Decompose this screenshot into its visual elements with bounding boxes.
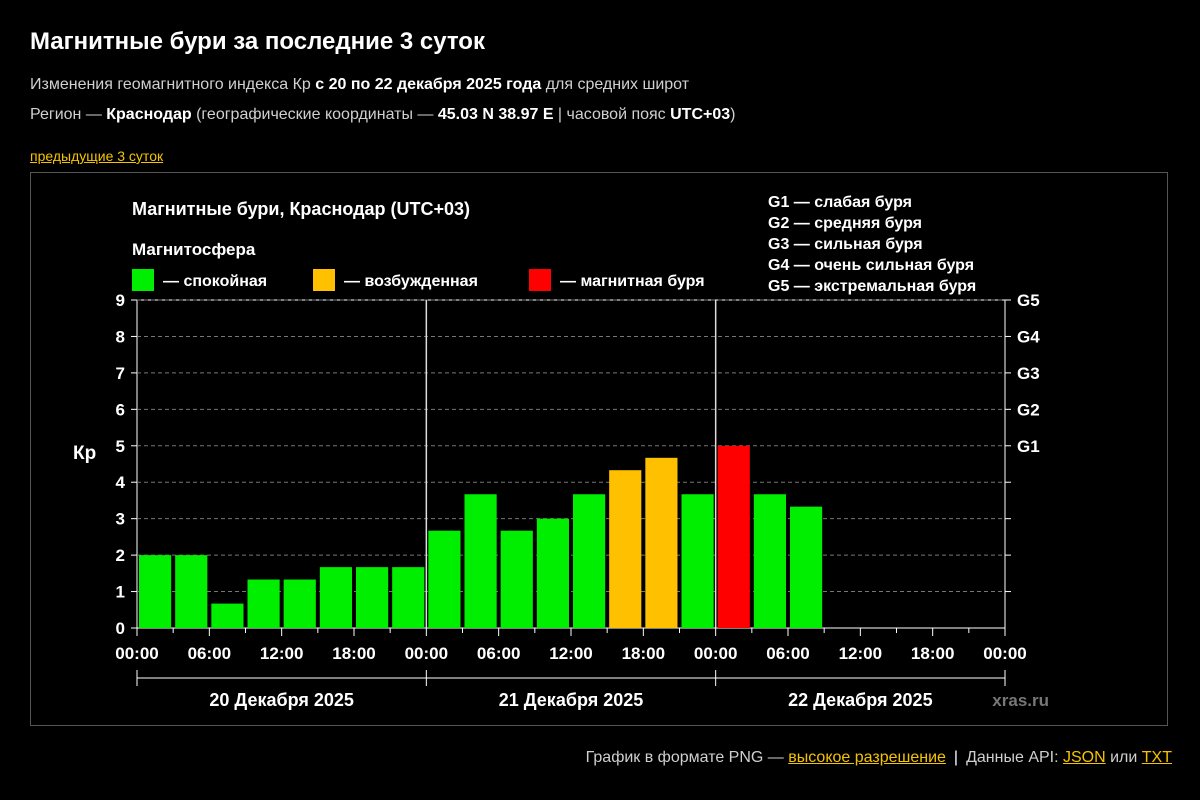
x-tick-label: 18:00 [622,644,665,663]
g-scale-item-4: G4 — очень сильная буря [768,257,974,274]
x-tick-label: 12:00 [839,644,882,663]
y-tick-label: 2 [116,546,125,565]
y-tick-label: 0 [116,619,125,638]
png-label: График в формате PNG — [585,749,789,766]
y-tick-label: 3 [116,510,125,529]
legend-title: Магнитосфера [132,240,256,259]
day-label: 22 Декабря 2025 [788,690,933,710]
kp-bar [175,555,208,628]
or-text: или [1105,749,1142,766]
x-tick-label: 18:00 [911,644,954,663]
x-tick-label: 00:00 [115,644,158,663]
g-scale-item-3: G3 — сильная буря [768,236,923,253]
x-tick-label: 06:00 [477,644,520,663]
x-tick-label: 06:00 [766,644,809,663]
api-label: Данные API: [966,749,1063,766]
kp-bar [681,494,714,628]
region-line-close: ) [730,106,736,123]
high-resolution-link[interactable]: высокое разрешение [788,749,946,766]
kp-bar [356,567,389,628]
footer: График в формате PNG — высокое разрешени… [586,749,1172,767]
json-link[interactable]: JSON [1063,749,1106,766]
kp-bar [645,457,678,628]
kp-chart: Магнитные бури, Краснодар (UTC+03) Магнит… [73,194,1049,710]
kp-bar [247,579,280,628]
legend-swatch-calm [132,269,154,291]
x-tick-label: 00:00 [983,644,1026,663]
kp-bar [464,494,497,628]
y-tick-label: 4 [116,473,126,492]
page-title: Магнитные бури за последние 3 суток [30,28,485,55]
y-tick-label: 7 [116,364,125,383]
kp-bar [283,579,316,628]
kp-bar [428,530,461,628]
plot-area [136,299,1006,629]
g-tick-label: G3 [1017,364,1040,383]
g-scale-item-1: G1 — слабая буря [768,194,912,211]
kp-bar [790,506,823,628]
y-tick-label: 1 [116,583,125,602]
x-tick-label: 12:00 [260,644,303,663]
x-tick-label: 00:00 [405,644,448,663]
g-scale-item-2: G2 — средняя буря [768,215,922,232]
legend-label-storm: — магнитная буря [560,273,705,290]
region-line: Регион — Краснодар (географические коорд… [30,106,735,124]
g-tick-label: G4 [1017,327,1040,346]
g-tick-label: G5 [1017,291,1040,310]
g-tick-label: G1 [1017,437,1040,456]
kp-bar [609,470,642,628]
kp-bar [573,494,606,628]
region-name: Краснодар [106,106,192,123]
date-range-suffix: для средних широт [541,76,690,93]
day-label: 20 Декабря 2025 [209,690,354,710]
y-tick-label: 6 [116,400,125,419]
kp-bar [319,567,352,628]
g-tick-label: G2 [1017,400,1040,419]
chart-frame: Магнитные бури, Краснодар (UTC+03) Магнит… [30,172,1168,726]
chart-title: Магнитные бури, Краснодар (UTC+03) [132,199,470,219]
date-range-line: Изменения геомагнитного индекса Кр с 20 … [30,76,689,94]
date-range-prefix: Изменения геомагнитного индекса Кр [30,76,316,93]
coords-value: 45.03 N 38.97 E [437,106,554,123]
timezone-value: UTC+03 [670,106,731,123]
legend-swatch-storm [529,269,551,291]
legend-label-calm: — спокойная [163,273,267,290]
kp-bar [211,603,244,628]
timezone-label: | часовой пояс [553,106,671,123]
legend-swatch-excited [313,269,335,291]
y-tick-label: 5 [116,437,125,456]
txt-link[interactable]: TXT [1141,749,1172,766]
legend-label-excited: — возбужденная [344,273,478,290]
kp-bar [392,567,425,628]
kp-bar [753,494,786,628]
previous-3-days-link[interactable]: предыдущие 3 суток [30,148,164,164]
y-axis-label: Кр [73,443,96,464]
kp-bar [536,518,569,628]
x-tick-label: 00:00 [694,644,737,663]
kp-bar [717,445,750,628]
x-tick-label: 06:00 [188,644,231,663]
x-tick-label: 18:00 [332,644,375,663]
g-scale-item-5: G5 — экстремальная буря [768,278,976,295]
kp-bar [139,555,172,628]
day-label: 21 Декабря 2025 [499,690,644,710]
watermark: xras.ru [992,691,1049,710]
region-label: Регион — [30,106,107,123]
coords-label: (географические координаты — [191,106,438,123]
y-tick-label: 8 [116,327,125,346]
x-tick-label: 12:00 [549,644,592,663]
date-range-bold: с 20 по 22 декабря 2025 года [315,76,542,93]
footer-separator: | [953,749,959,766]
kp-bar [500,530,533,628]
y-tick-label: 9 [116,291,125,310]
